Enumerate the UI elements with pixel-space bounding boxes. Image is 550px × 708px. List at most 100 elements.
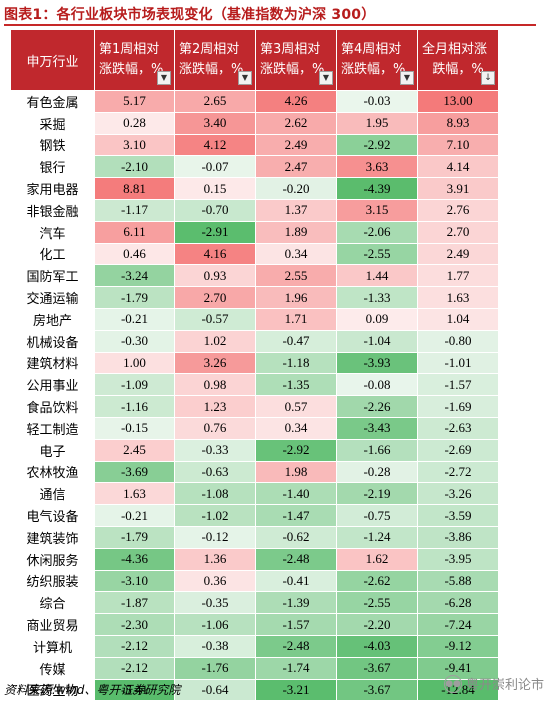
week2-change-cell: 0.93 <box>174 264 256 288</box>
week1-change-cell: 3.10 <box>94 133 175 157</box>
industry-name: 采掘 <box>10 111 95 135</box>
week3-change-cell: 1.98 <box>255 460 337 484</box>
table-row: 传媒 -2.12 -1.76 -1.74 -3.67 -9.41 <box>10 656 499 680</box>
week1-change-cell: -1.09 <box>94 373 175 397</box>
watermark: ●● 粤开崇利论市 <box>443 674 544 693</box>
header-month[interactable]: 全月相对涨 跌幅，% ↓ <box>417 29 499 91</box>
week1-change-cell: 8.81 <box>94 177 175 200</box>
week3-change-cell: 2.62 <box>255 111 337 135</box>
filter-dropdown-icon[interactable]: ▼ <box>238 71 252 85</box>
month-change-cell: 8.93 <box>417 111 499 135</box>
week2-change-cell: -1.02 <box>174 504 256 527</box>
week4-change-cell: -1.24 <box>336 525 418 549</box>
week4-change-cell: 1.44 <box>336 264 418 288</box>
sort-desc-icon[interactable]: ↓ <box>481 71 495 85</box>
table-row: 银行 -2.10 -0.07 2.47 3.63 4.14 <box>10 155 499 179</box>
table-row: 建筑装饰 -1.79 -0.12 -0.62 -1.24 -3.86 <box>10 525 499 549</box>
week1-change-cell: -5.41 <box>94 678 175 702</box>
table-row: 通信 1.63 -1.08 -1.40 -2.19 -3.26 <box>10 482 499 506</box>
table-row: 国防军工 -3.24 0.93 2.55 1.44 1.77 <box>10 264 499 288</box>
week3-change-cell: -1.18 <box>255 351 337 375</box>
week2-change-cell: -0.35 <box>174 591 256 615</box>
month-change-cell: 4.14 <box>417 155 499 179</box>
header-week2-line2: 涨跌幅，% <box>179 62 244 77</box>
header-week1[interactable]: 第1周相对 涨跌幅，% ▼ <box>94 29 175 91</box>
industry-name: 农林牧渔 <box>10 460 95 484</box>
filter-dropdown-icon[interactable]: ▼ <box>157 71 171 85</box>
table-row: 农林牧渔 -3.69 -0.63 1.98 -0.28 -2.72 <box>10 460 499 484</box>
week3-change-cell: -2.92 <box>255 438 337 462</box>
table-row: 有色金属 5.17 2.65 4.26 -0.03 13.00 <box>10 90 499 113</box>
week4-change-cell: -0.75 <box>336 504 418 527</box>
week1-change-cell: -0.21 <box>94 307 175 331</box>
week3-change-cell: -1.74 <box>255 656 337 680</box>
week1-change-cell: -1.16 <box>94 395 175 418</box>
week3-change-cell: -0.41 <box>255 569 337 593</box>
filter-dropdown-icon[interactable]: ▼ <box>400 71 414 85</box>
month-change-cell: -1.57 <box>417 373 499 397</box>
week3-change-cell: 0.34 <box>255 416 337 440</box>
week4-change-cell: -2.20 <box>336 613 418 636</box>
week3-change-cell: 2.49 <box>255 133 337 157</box>
week2-change-cell: -0.57 <box>174 307 256 331</box>
week2-change-cell: -1.06 <box>174 613 256 636</box>
source-note: 资料来源:wind、粤开证券研究院 <box>4 683 181 697</box>
month-change-cell: -2.72 <box>417 460 499 484</box>
industry-name: 化工 <box>10 242 95 266</box>
week1-change-cell: 0.28 <box>94 111 175 135</box>
week2-change-cell: 0.76 <box>174 416 256 440</box>
performance-table: 申万行业 第1周相对 涨跌幅，% ▼ 第2周相对 涨跌幅，% ▼ 第3周相对 涨… <box>10 29 499 702</box>
month-change-cell: -5.88 <box>417 569 499 593</box>
header-week4-line2: 涨跌幅，% <box>341 62 406 77</box>
header-week3[interactable]: 第3周相对 涨跌幅，% ▼ <box>255 29 337 91</box>
week3-change-cell: 1.96 <box>255 286 337 309</box>
table-row: 钢铁 3.10 4.12 2.49 -2.92 7.10 <box>10 133 499 157</box>
month-change-cell: 7.10 <box>417 133 499 157</box>
week1-change-cell: -2.12 <box>94 634 175 658</box>
month-change-cell: 1.04 <box>417 307 499 331</box>
week4-change-cell: -2.55 <box>336 591 418 615</box>
week3-change-cell: -1.57 <box>255 613 337 636</box>
industry-name: 轻工制造 <box>10 416 95 440</box>
week4-change-cell: 1.95 <box>336 111 418 135</box>
month-change-cell: -9.12 <box>417 634 499 658</box>
week1-change-cell: 5.17 <box>94 90 175 113</box>
header-week1-line2: 涨跌幅，% <box>99 62 164 77</box>
week1-change-cell: -1.79 <box>94 286 175 309</box>
week4-change-cell: 3.63 <box>336 155 418 179</box>
industry-name: 医药生物 <box>10 678 95 702</box>
week2-change-cell: 4.12 <box>174 133 256 157</box>
week3-change-cell: 0.34 <box>255 242 337 266</box>
industry-name: 交通运输 <box>10 286 95 309</box>
industry-name: 建筑装饰 <box>10 525 95 549</box>
industry-name: 机械设备 <box>10 329 95 353</box>
week2-change-cell: 3.40 <box>174 111 256 135</box>
week4-change-cell: -3.93 <box>336 351 418 375</box>
table-row: 采掘 0.28 3.40 2.62 1.95 8.93 <box>10 111 499 135</box>
week1-change-cell: -0.15 <box>94 416 175 440</box>
filter-dropdown-icon[interactable]: ▼ <box>319 71 333 85</box>
table-title: 图表1：各行业板块市场表现变化（基准指数为沪深 300） <box>4 7 376 23</box>
month-change-cell: -2.69 <box>417 438 499 462</box>
month-change-cell: -3.86 <box>417 525 499 549</box>
week1-change-cell: -3.24 <box>94 264 175 288</box>
week3-change-cell: -3.21 <box>255 678 337 702</box>
table-row: 轻工制造 -0.15 0.76 0.34 -3.43 -2.63 <box>10 416 499 440</box>
week1-change-cell: 0.46 <box>94 242 175 266</box>
week2-change-cell: 1.36 <box>174 547 256 571</box>
industry-name: 食品饮料 <box>10 395 95 418</box>
industry-name: 公用事业 <box>10 373 95 397</box>
week3-change-cell: 1.89 <box>255 220 337 244</box>
week2-change-cell: -1.08 <box>174 482 256 506</box>
table-row: 汽车 6.11 -2.91 1.89 -2.06 2.70 <box>10 220 499 244</box>
week4-change-cell: -2.62 <box>336 569 418 593</box>
table-row: 食品饮料 -1.16 1.23 0.57 -2.26 -1.69 <box>10 395 499 418</box>
week4-change-cell: -0.03 <box>336 90 418 113</box>
header-week2[interactable]: 第2周相对 涨跌幅，% ▼ <box>174 29 256 91</box>
week4-change-cell: 3.15 <box>336 198 418 222</box>
week2-change-cell: -0.63 <box>174 460 256 484</box>
week3-change-cell: -1.35 <box>255 373 337 397</box>
industry-name: 银行 <box>10 155 95 179</box>
week4-change-cell: -1.66 <box>336 438 418 462</box>
header-week4[interactable]: 第4周相对 涨跌幅，% ▼ <box>336 29 418 91</box>
